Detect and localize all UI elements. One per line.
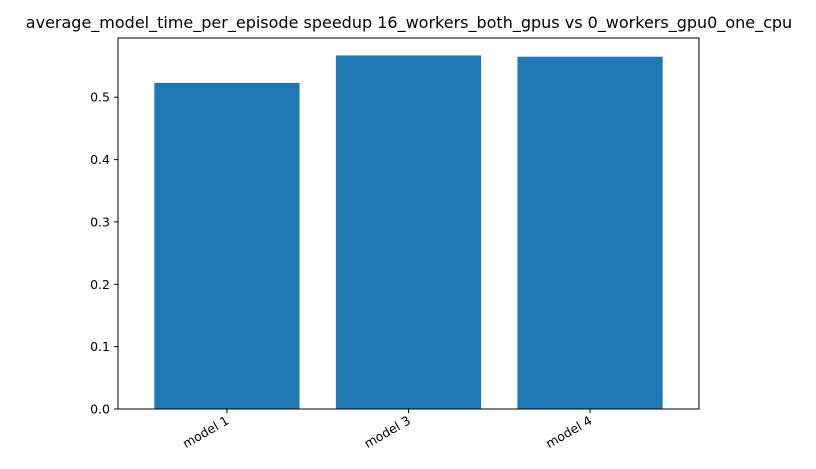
- bar-model-3: [335, 55, 482, 410]
- y-tick-label: 0.0: [90, 402, 110, 417]
- bars-group: [154, 55, 663, 410]
- y-axis: 0.0 0.1 0.2 0.3 0.4 0.5: [90, 90, 118, 417]
- y-tick-label: 0.4: [90, 152, 110, 167]
- bar-model-1: [154, 82, 300, 409]
- x-tick-label: model 3: [361, 413, 413, 451]
- x-tick-label: model 4: [543, 413, 595, 451]
- bar-model-4: [517, 56, 663, 410]
- y-tick-label: 0.5: [90, 90, 110, 105]
- x-axis: model 1 model 3 model 4: [180, 409, 595, 451]
- y-tick-label: 0.3: [90, 214, 110, 229]
- x-tick-label: model 1: [180, 413, 232, 451]
- chart-title: average_model_time_per_episode speedup 1…: [26, 13, 792, 33]
- y-tick-label: 0.2: [90, 277, 110, 292]
- y-tick-label: 0.1: [90, 339, 110, 354]
- plot-frame: [117, 37, 700, 410]
